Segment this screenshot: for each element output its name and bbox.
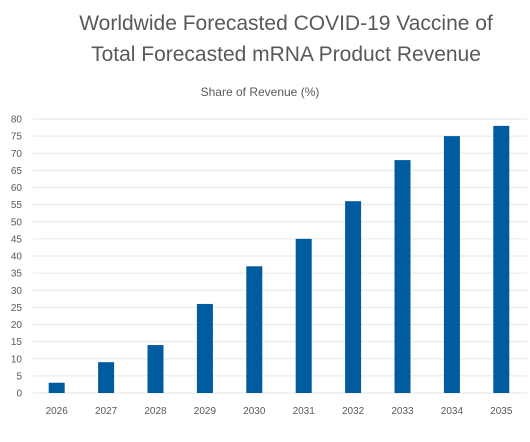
y-tick-label: 10 xyxy=(11,354,23,365)
bar-2032 xyxy=(345,201,362,393)
x-tick-label: 2027 xyxy=(95,406,118,417)
y-tick-label: 80 xyxy=(11,115,23,126)
y-tick-label: 50 xyxy=(11,217,23,228)
x-tick-label: 2028 xyxy=(144,406,167,417)
x-tick-label: 2033 xyxy=(391,406,414,417)
x-tick-label: 2030 xyxy=(243,406,266,417)
y-tick-label: 30 xyxy=(11,286,23,297)
bar-2026 xyxy=(48,382,65,393)
bar-2034 xyxy=(443,136,460,393)
y-tick-label: 75 xyxy=(11,132,23,143)
bars xyxy=(48,125,510,393)
y-tick-label: 55 xyxy=(11,200,23,211)
chart-title-line-1: Worldwide Forecasted COVID-19 Vaccine of xyxy=(79,12,493,35)
y-tick-label: 5 xyxy=(16,371,22,382)
bar-2028 xyxy=(147,345,164,393)
bar-2027 xyxy=(98,362,115,393)
y-tick-label: 35 xyxy=(11,269,23,280)
chart-title: Worldwide Forecasted COVID-19 Vaccine of… xyxy=(0,8,530,70)
y-tick-label: 15 xyxy=(11,337,23,348)
x-tick-label: 2026 xyxy=(46,406,69,417)
x-tick-label: 2035 xyxy=(490,406,513,417)
bar-2030 xyxy=(246,266,263,393)
y-axis-tick-labels: 0 5 10 15 20 25 30 35 40 45 50 55 60 65 70 75 80 xyxy=(11,115,23,400)
bar-2033 xyxy=(394,160,411,393)
x-tick-label: 2034 xyxy=(441,406,464,417)
chart-title-line-2: Total Forecasted mRNA Product Revenue xyxy=(91,43,481,66)
y-tick-label: 20 xyxy=(11,320,23,331)
x-tick-label: 2031 xyxy=(293,406,316,417)
x-tick-label: 2029 xyxy=(194,406,217,417)
y-tick-label: 65 xyxy=(11,166,23,177)
chart-subtitle: Share of Revenue (%) xyxy=(200,85,320,99)
bar-2031 xyxy=(295,238,312,393)
x-tick-label: 2032 xyxy=(342,406,365,417)
y-tick-label: 60 xyxy=(11,183,23,194)
y-tick-label: 25 xyxy=(11,303,23,314)
y-tick-label: 40 xyxy=(11,252,23,263)
bar-2029 xyxy=(196,303,213,393)
y-tick-label: 70 xyxy=(11,149,23,160)
y-tick-label: 0 xyxy=(16,389,22,400)
x-axis-tick-labels: 2026 2027 2028 2029 2030 2031 2032 2033 2034 2035 xyxy=(46,406,513,417)
bar-2035 xyxy=(493,125,510,393)
y-tick-label: 45 xyxy=(11,234,23,245)
